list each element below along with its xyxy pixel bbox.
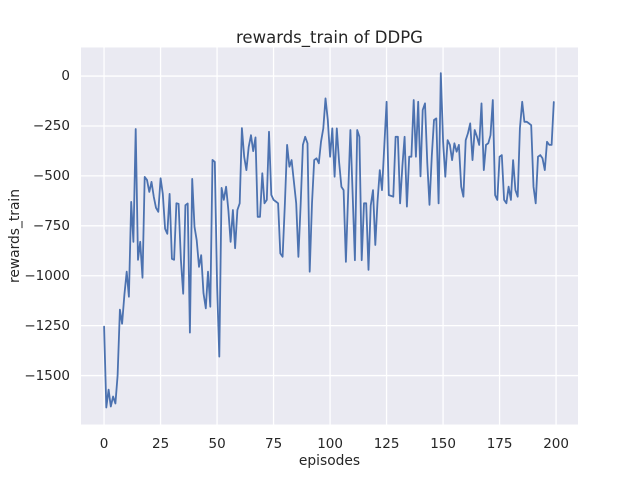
x-tick-label: 200	[543, 436, 569, 452]
x-tick-label: 150	[430, 436, 456, 452]
chart-title: rewards_train of DDPG	[236, 28, 423, 47]
y-tick-label: −1500	[24, 367, 70, 384]
y-tick-label: −1000	[24, 267, 70, 284]
x-tick-label: 25	[152, 436, 170, 452]
y-tick-label: −250	[32, 118, 70, 134]
x-tick-label: 0	[99, 436, 109, 452]
y-tick-label: −500	[32, 167, 70, 184]
x-tick-label: 175	[486, 436, 513, 452]
y-tick-label: 0	[61, 68, 70, 85]
x-axis-label: episodes	[298, 453, 361, 469]
x-tick-label: 75	[265, 436, 283, 452]
x-tick-label: 100	[317, 436, 343, 452]
y-tick-label: −750	[32, 217, 70, 234]
reward-line	[103, 72, 555, 409]
y-axis-label: rewards_train	[7, 189, 23, 283]
x-tick-label: 50	[208, 436, 226, 452]
y-tick-label: −1250	[24, 317, 70, 334]
x-tick-label: 125	[373, 436, 400, 452]
